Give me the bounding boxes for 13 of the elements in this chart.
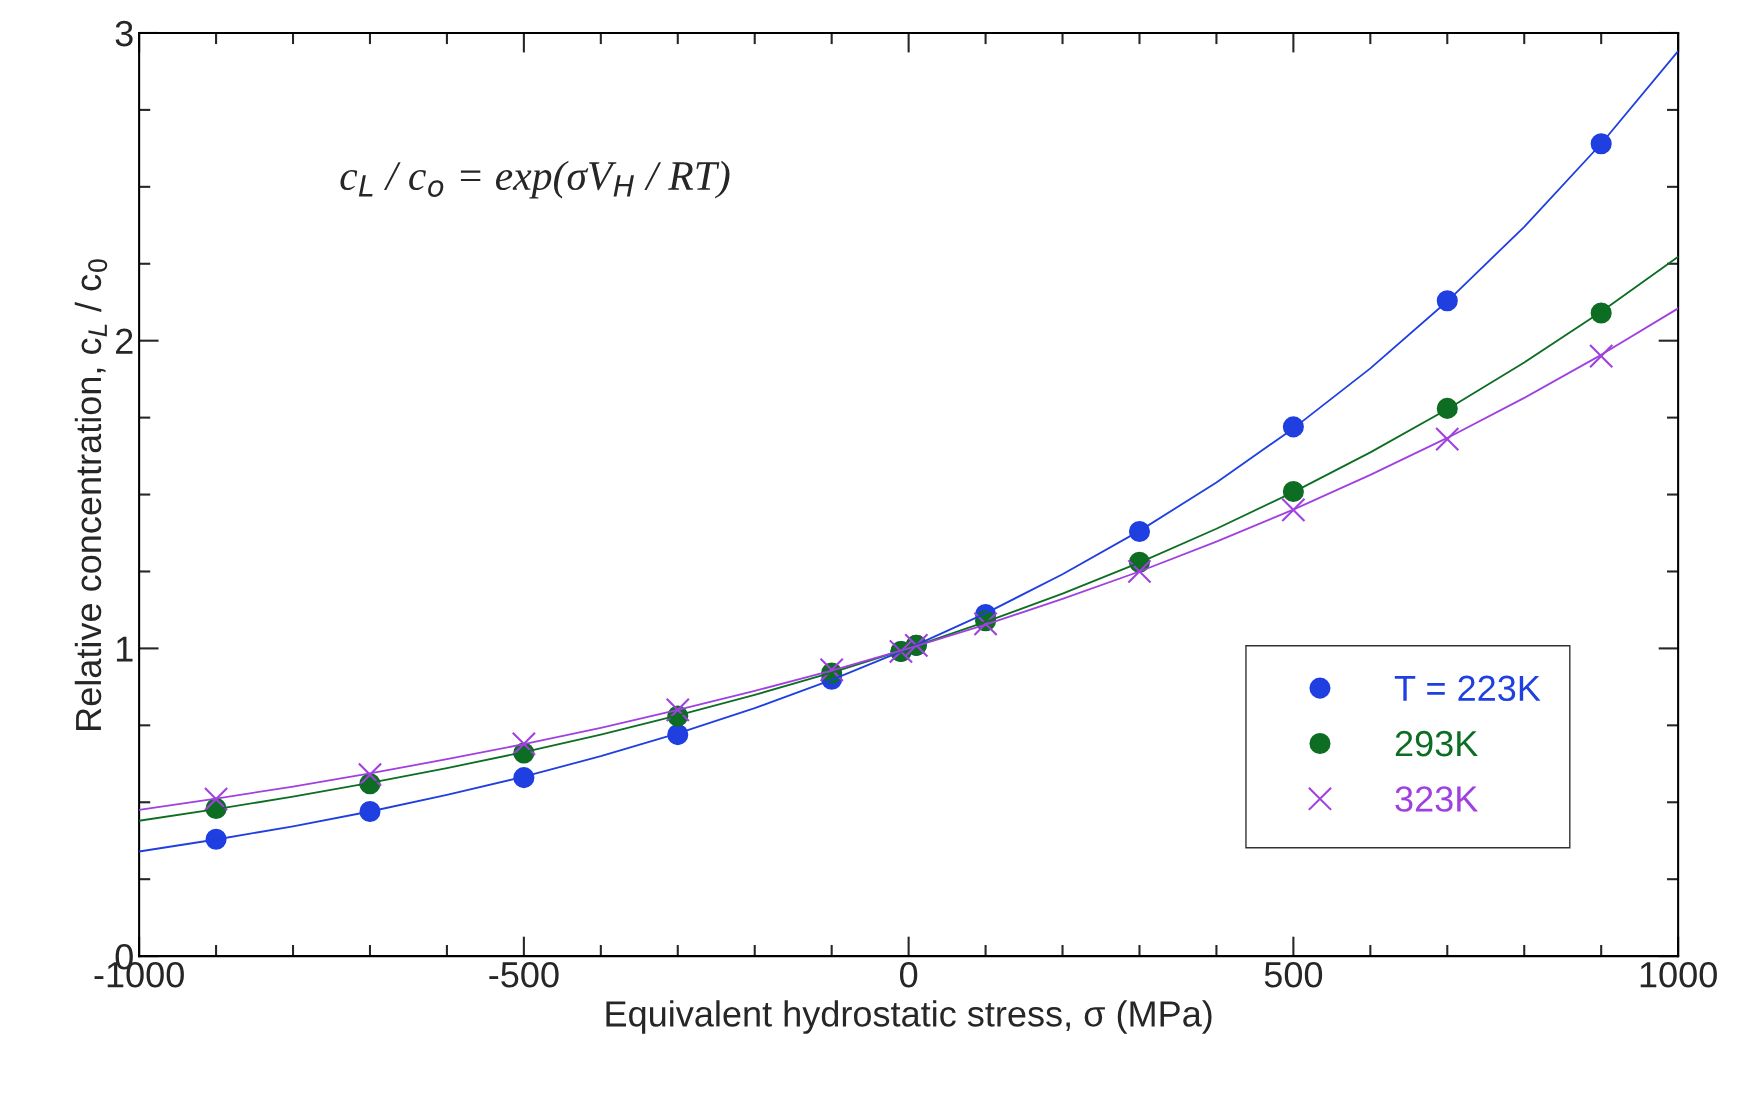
x-axis-title: Equivalent hydrostatic stress, σ (MPa) [606,1000,1212,1034]
legend-label: 323K [1395,786,1478,812]
legend-label: 293K [1395,730,1478,757]
y-axis-title: Relative concentration, c$_{L}$ / c$_{0}$ [74,259,108,730]
x-tick-label: 0 [900,961,918,988]
x-tick-label: 500 [1264,961,1323,988]
y-tick-label: 2 [115,328,133,354]
x-tick-label: 1000 [1640,961,1717,988]
y-tick-label: 1 [116,636,133,662]
x-tick-label: -500 [489,961,559,988]
annotation: c$_{L}$ / c$_{o}$ = exp(σV$_{H}$ / RT) [340,160,730,199]
legend-label: T = 223K [1394,675,1541,702]
y-tick-label: 3 [115,20,133,47]
